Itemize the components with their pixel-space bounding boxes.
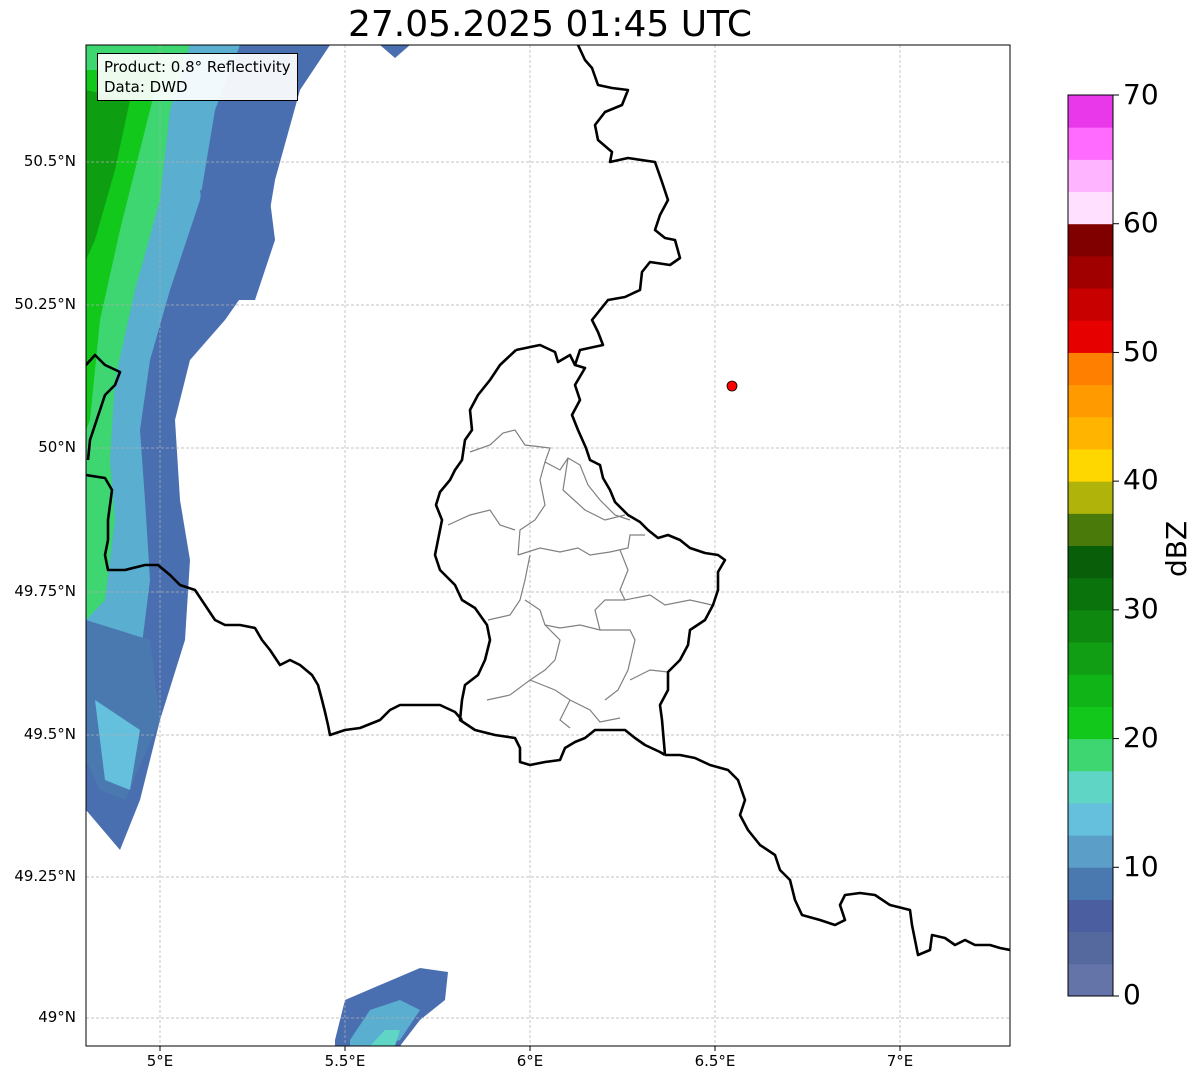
lat-label: 49.5°N [23, 725, 76, 743]
colorbar-tick: 0 [1123, 978, 1141, 1011]
gridlines [86, 45, 1010, 1046]
colorbar-segment [1068, 963, 1113, 997]
country-borders [86, 45, 1010, 957]
info-data-source: Data: DWD [104, 78, 188, 96]
canton-boundaries [447, 429, 713, 729]
map-frame [85, 44, 1011, 1047]
colorbar-segment [1068, 95, 1113, 128]
colorbar-segment [1068, 384, 1113, 418]
colorbar-segment [1068, 835, 1113, 868]
colorbar-segment [1068, 513, 1113, 546]
colorbar-segment [1068, 159, 1113, 193]
colorbar-tick: 40 [1123, 463, 1159, 496]
colorbar-tick: 20 [1123, 721, 1159, 754]
info-box: Product: 0.8° Reflectivity Data: DWD [97, 53, 298, 101]
colorbar-segment [1068, 223, 1113, 257]
info-product: Product: 0.8° Reflectivity [104, 58, 291, 76]
colorbar-segment [1068, 288, 1113, 321]
colorbar-tick: 60 [1123, 206, 1159, 239]
colorbar-tick: 70 [1123, 78, 1159, 111]
colorbar-segment [1068, 545, 1113, 579]
lon-label: 5.5°E [324, 1052, 366, 1070]
colorbar-tick: 10 [1123, 850, 1159, 883]
radar-echo-west [86, 45, 410, 850]
colorbar-segment [1068, 320, 1113, 353]
colorbar-segment [1068, 770, 1113, 804]
colorbar-tick: 30 [1123, 592, 1159, 625]
colorbar-segment [1068, 609, 1113, 643]
colorbar-tick: 50 [1123, 335, 1159, 368]
lon-label: 6.5°E [694, 1052, 736, 1070]
lon-label: 6°E [516, 1052, 544, 1070]
lat-label: 49.75°N [14, 582, 76, 600]
colorbar-frame [1067, 94, 1114, 997]
colorbar-segment [1068, 931, 1113, 965]
axis-ticks [159, 1046, 901, 1051]
colorbar-segment [1068, 642, 1113, 675]
lon-label: 7°E [886, 1052, 914, 1070]
colorbar-segment [1068, 352, 1113, 386]
colorbar-segment [1068, 738, 1113, 772]
colorbar-segment [1068, 416, 1113, 450]
lat-label: 50°N [38, 438, 76, 456]
lat-label: 49.25°N [14, 867, 76, 885]
colorbar-segment [1068, 127, 1113, 160]
map-title: 27.05.2025 01:45 UTC [347, 4, 753, 45]
radar-site-marker [726, 380, 738, 392]
lon-label: 5°E [146, 1052, 174, 1070]
lat-label: 50.5°N [23, 152, 76, 170]
lat-label: 49°N [38, 1008, 76, 1026]
radar-echo-south [335, 968, 448, 1046]
colorbar [1068, 94, 1119, 997]
colorbar-label: dBZ [1160, 520, 1193, 577]
colorbar-segment [1068, 191, 1113, 225]
lat-label: 50.25°N [14, 295, 76, 313]
colorbar-segment [1068, 802, 1113, 836]
colorbar-segment [1068, 706, 1113, 740]
colorbar-segment [1068, 867, 1113, 900]
colorbar-segment [1068, 674, 1113, 707]
colorbar-segment [1068, 481, 1113, 514]
colorbar-segment [1068, 899, 1113, 933]
colorbar-segment [1068, 255, 1113, 289]
colorbar-segment [1068, 448, 1113, 482]
colorbar-segment [1068, 577, 1113, 611]
